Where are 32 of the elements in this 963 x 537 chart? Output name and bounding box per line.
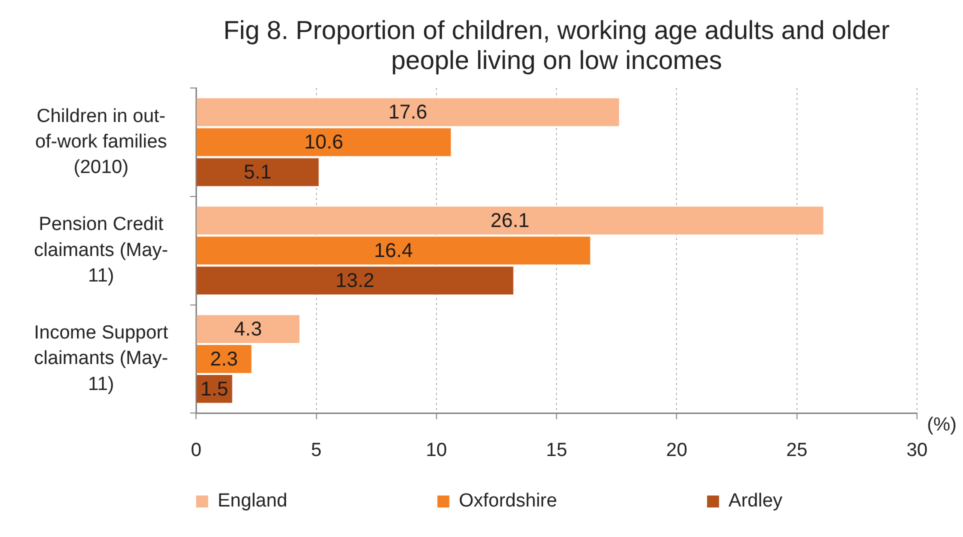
- x-tick-label: 0: [190, 440, 202, 461]
- data-label: 17.6: [388, 102, 428, 124]
- data-label: 26.1: [490, 210, 530, 232]
- x-tick-label: 15: [546, 440, 568, 461]
- data-label: 13.2: [336, 270, 374, 292]
- data-label: 5.1: [244, 162, 272, 184]
- x-tick-label: 20: [666, 440, 688, 461]
- y-tick-label: Children in out-of-work families (2010): [35, 106, 168, 178]
- bar: [196, 236, 590, 265]
- legend-label: Ardley: [728, 490, 783, 512]
- legend-label: England: [218, 490, 288, 512]
- bar: [196, 345, 252, 373]
- data-label: 10.6: [304, 132, 344, 154]
- data-label: 2.3: [210, 348, 238, 371]
- x-tick-label: 25: [786, 440, 808, 461]
- y-tick-label: Pension Credit claimants (May-11): [34, 214, 168, 286]
- bar: [196, 128, 451, 156]
- bar: [196, 206, 824, 235]
- bar: [196, 266, 514, 295]
- bar: [196, 315, 300, 343]
- x-tick-label: 10: [426, 440, 447, 461]
- legend-label: Oxfordshire: [458, 490, 558, 512]
- x-axis-title: (%): [927, 414, 957, 436]
- data-label: 4.3: [234, 318, 262, 341]
- bar: [196, 158, 319, 186]
- y-tick-label: Income Support claimants (May-11): [34, 322, 169, 395]
- chart-title: Fig 8. Proportion of children, working age adults and older people living on low incomes: [223, 15, 890, 76]
- x-tick-label: 5: [310, 440, 322, 461]
- x-tick-label: 30: [906, 440, 928, 461]
- bar: [196, 98, 620, 126]
- data-label: 16.4: [374, 240, 413, 262]
- data-label: 1.5: [200, 378, 228, 401]
